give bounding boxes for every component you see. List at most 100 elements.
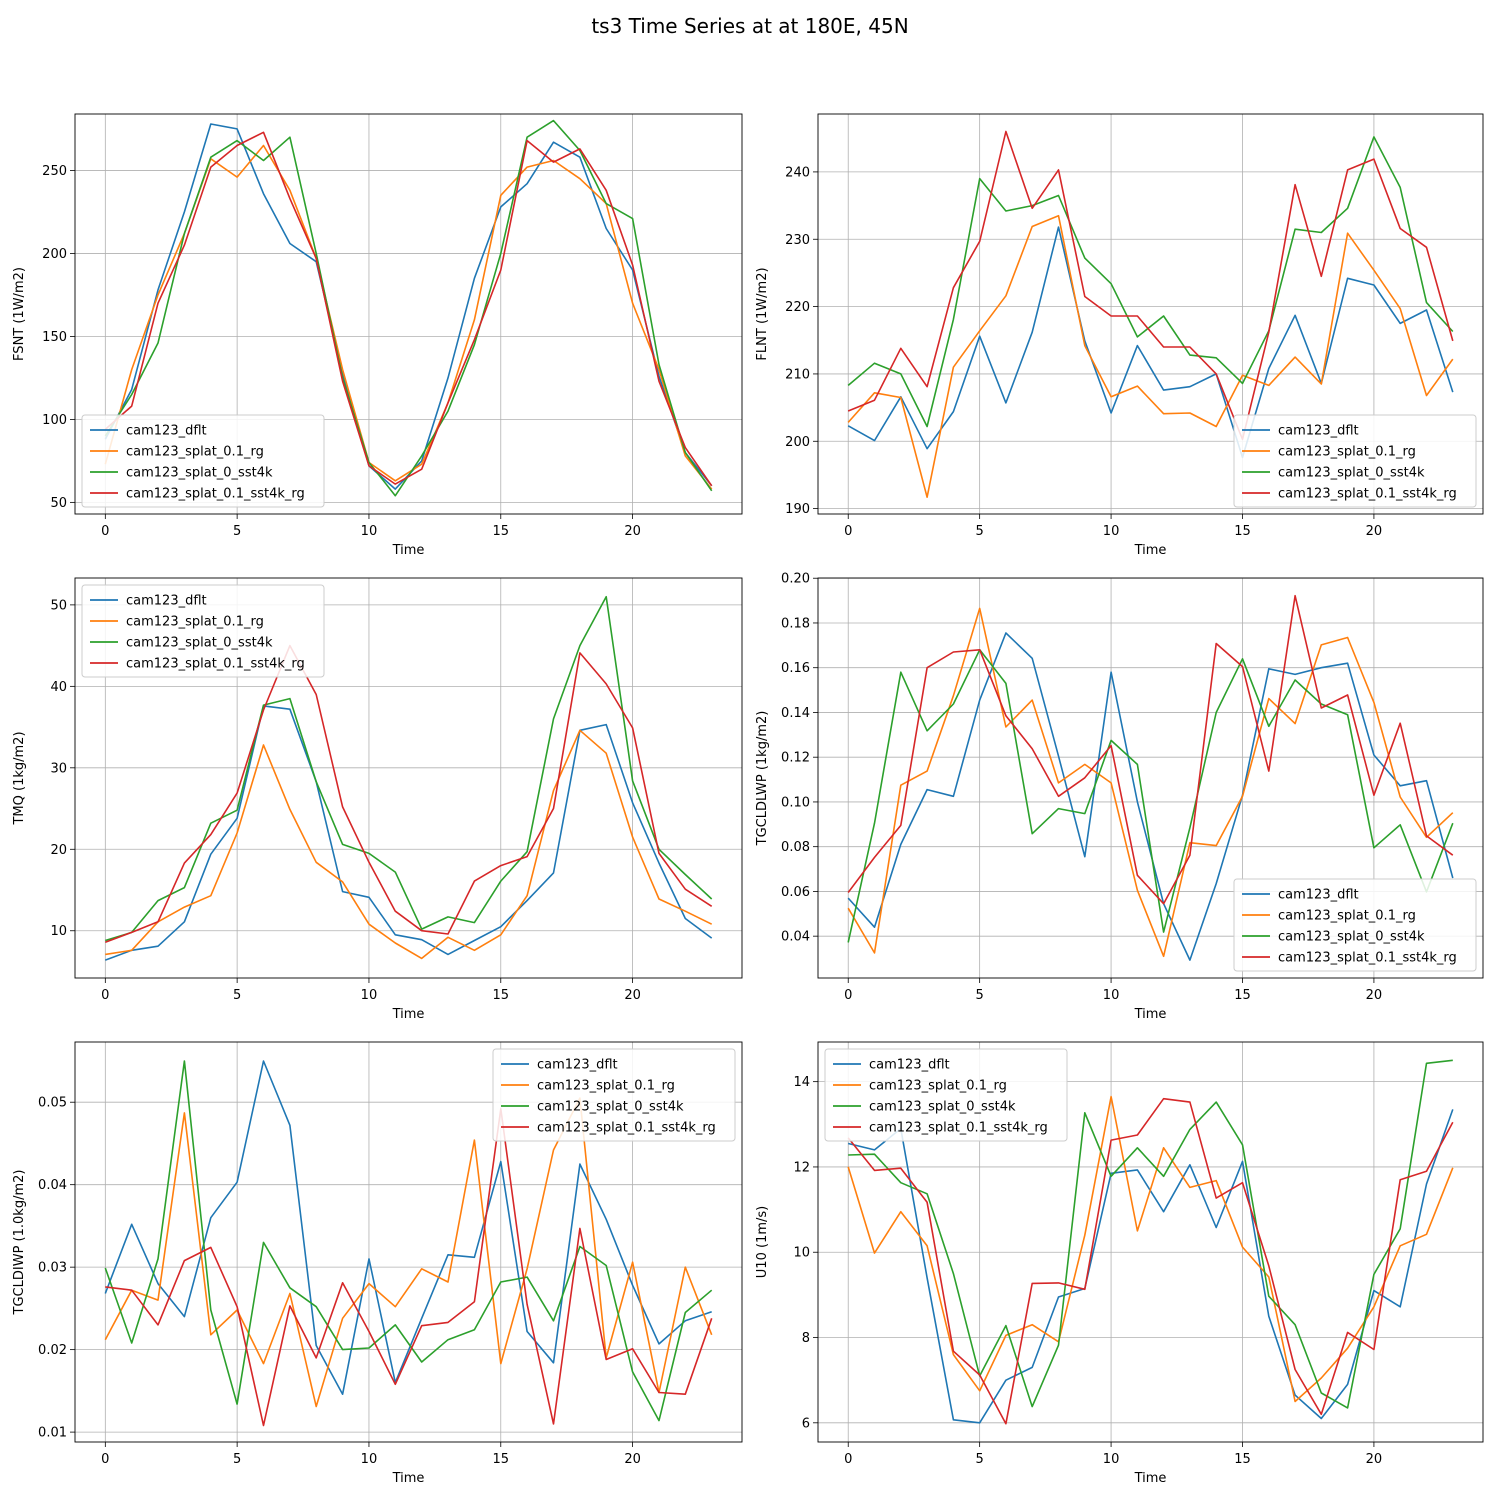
x-tick-label: 15 — [1234, 988, 1251, 1003]
legend-label: cam123_splat_0.1_rg — [869, 1079, 1007, 1094]
legend-label: cam123_splat_0.1_rg — [126, 615, 264, 630]
y-tick-label: 12 — [793, 1160, 810, 1175]
y-tick-label: 20 — [50, 843, 67, 858]
legend-label: cam123_splat_0.1_sst4k_rg — [1278, 487, 1457, 502]
y-tick-label: 30 — [50, 761, 67, 776]
axes-frame — [74, 113, 743, 515]
y-tick-label: 0.06 — [781, 885, 810, 900]
x-tick-label: 5 — [233, 988, 241, 1003]
legend-label: cam123_splat_0_sst4k — [869, 1100, 1016, 1115]
series-line-cam123_dflt — [847, 226, 1454, 459]
x-axis-label: Time — [392, 1007, 425, 1022]
y-axis-label: FLNT (1W/m2) — [755, 267, 770, 360]
x-tick-label: 10 — [1103, 1452, 1120, 1467]
y-tick-label: 0.02 — [38, 1343, 67, 1358]
series-line-cam123_splat_0.1_sst4k_rg — [847, 130, 1454, 441]
y-tick-label: 240 — [785, 165, 810, 180]
subplot-3: 0 5 10 15 20 10 20 30 40 50 Time TMQ (1kg/m2) cam123… — [12, 577, 743, 1022]
legend-label: cam123_splat_0_sst4k — [1278, 466, 1425, 481]
x-tick-label: 0 — [844, 1452, 852, 1467]
legend-label: cam123_splat_0.1_sst4k_rg — [126, 657, 305, 672]
x-axis-label: Time — [392, 543, 425, 558]
y-tick-label: 220 — [785, 300, 810, 315]
legend-label: cam123_splat_0.1_rg — [1278, 909, 1416, 924]
y-tick-label: 0.01 — [38, 1426, 67, 1441]
y-tick-label: 10 — [50, 924, 67, 939]
y-tick-label: 200 — [785, 435, 810, 450]
legend-label: cam123_dflt — [1278, 888, 1359, 903]
x-tick-label: 0 — [101, 524, 109, 539]
legend-box — [1233, 414, 1477, 508]
y-axis-label: TGCLDLWP (1kg/m2) — [755, 711, 770, 847]
y-tick-label: 0.10 — [781, 795, 810, 810]
x-tick-label: 20 — [624, 988, 641, 1003]
subplot-6: 0 5 10 15 20 6 8 10 12 14 Time U10 (1m/s) cam123_dfl… — [755, 1041, 1484, 1486]
series-line-cam123_splat_0.1_sst4k_rg — [105, 1108, 713, 1427]
x-tick-label: 10 — [1103, 988, 1120, 1003]
legend-label: cam123_splat_0_sst4k — [1278, 930, 1425, 945]
axes-frame — [74, 1041, 743, 1443]
x-tick-label: 0 — [101, 988, 109, 1003]
series-line-cam123_dflt — [104, 1060, 712, 1395]
y-tick-label: 0.20 — [781, 572, 810, 587]
series-line-cam123_splat_0_sst4k — [847, 136, 1454, 428]
y-tick-label: 0.12 — [781, 751, 810, 766]
x-tick-label: 15 — [1234, 1452, 1251, 1467]
x-tick-label: 0 — [844, 988, 852, 1003]
subplot-4: 0 5 10 15 20 0.04 0.06 0.08 0.10 0.12 0.14 0.16 0.18… — [755, 572, 1484, 1022]
legend-label: cam123_splat_0.1_rg — [537, 1079, 675, 1094]
legend-label: cam123_dflt — [126, 594, 207, 609]
x-tick-label: 5 — [976, 524, 984, 539]
y-axis-label: FSNT (1W/m2) — [12, 267, 27, 361]
y-tick-label: 0.14 — [781, 706, 810, 721]
y-axis-label: TMQ (1kg/m2) — [12, 731, 27, 825]
legend-box — [1233, 878, 1477, 972]
series-line-cam123_splat_0.1_rg — [847, 1095, 1454, 1403]
legend-label: cam123_splat_0_sst4k — [126, 636, 273, 651]
x-tick-label: 10 — [361, 1452, 378, 1467]
series-line-cam123_dflt — [105, 705, 713, 961]
series-line-cam123_splat_0_sst4k — [848, 1059, 1453, 1409]
legend-box — [81, 584, 325, 678]
legend-label: cam123_splat_0_sst4k — [537, 1100, 684, 1115]
series-line-cam123_splat_0.1_sst4k_rg — [105, 644, 713, 943]
x-tick-label: 10 — [361, 524, 378, 539]
series-line-cam123_splat_0.1_sst4k_rg — [104, 131, 713, 487]
y-axis-label: TGCLDIWP (1.0kg/m2) — [12, 1170, 27, 1316]
y-tick-label: 6 — [802, 1416, 810, 1431]
y-tick-label: 40 — [50, 680, 67, 695]
subplot-1: 0 5 10 15 20 50 100 150 200 250 Time FSNT (1W/m2) ca… — [12, 113, 743, 558]
x-tick-label: 15 — [492, 524, 509, 539]
x-tick-label: 20 — [624, 524, 641, 539]
y-tick-label: 250 — [42, 164, 67, 179]
y-axis-label: U10 (1m/s) — [755, 1206, 770, 1278]
legend-label: cam123_splat_0.1_rg — [1278, 445, 1416, 460]
y-tick-label: 0.03 — [38, 1261, 67, 1276]
y-tick-label: 0.08 — [781, 840, 810, 855]
y-tick-label: 100 — [42, 413, 67, 428]
x-tick-label: 20 — [1366, 988, 1383, 1003]
x-axis-label: Time — [392, 1471, 425, 1486]
series-line-cam123_splat_0_sst4k — [104, 1060, 713, 1422]
y-tick-label: 50 — [50, 598, 67, 613]
x-tick-label: 10 — [1103, 524, 1120, 539]
x-tick-label: 5 — [976, 988, 984, 1003]
subplot-2: 0 5 10 15 20 190 200 210 220 230 240 Time FLNT (1W/m… — [755, 113, 1484, 558]
legend-label: cam123_splat_0_sst4k — [126, 466, 273, 481]
x-tick-label: 15 — [492, 1452, 509, 1467]
axes-frame — [817, 577, 1484, 979]
axes-frame — [74, 577, 743, 979]
series-line-cam123_splat_0.1_rg — [104, 1097, 713, 1408]
x-tick-label: 0 — [844, 524, 852, 539]
y-tick-label: 190 — [785, 502, 810, 517]
legend-label: cam123_splat_0.1_sst4k_rg — [869, 1121, 1048, 1136]
x-tick-label: 15 — [1234, 524, 1251, 539]
x-tick-label: 5 — [976, 1452, 984, 1467]
y-tick-label: 0.18 — [781, 616, 810, 631]
legend: cam123_dflt cam123_splat_0.1_rg cam123_spl… — [1233, 414, 1477, 508]
series-line-cam123_splat_0_sst4k — [847, 648, 1454, 943]
y-tick-label: 14 — [793, 1075, 810, 1090]
x-axis-label: Time — [1134, 1007, 1167, 1022]
x-tick-label: 20 — [1366, 524, 1383, 539]
y-tick-label: 0.16 — [781, 661, 810, 676]
